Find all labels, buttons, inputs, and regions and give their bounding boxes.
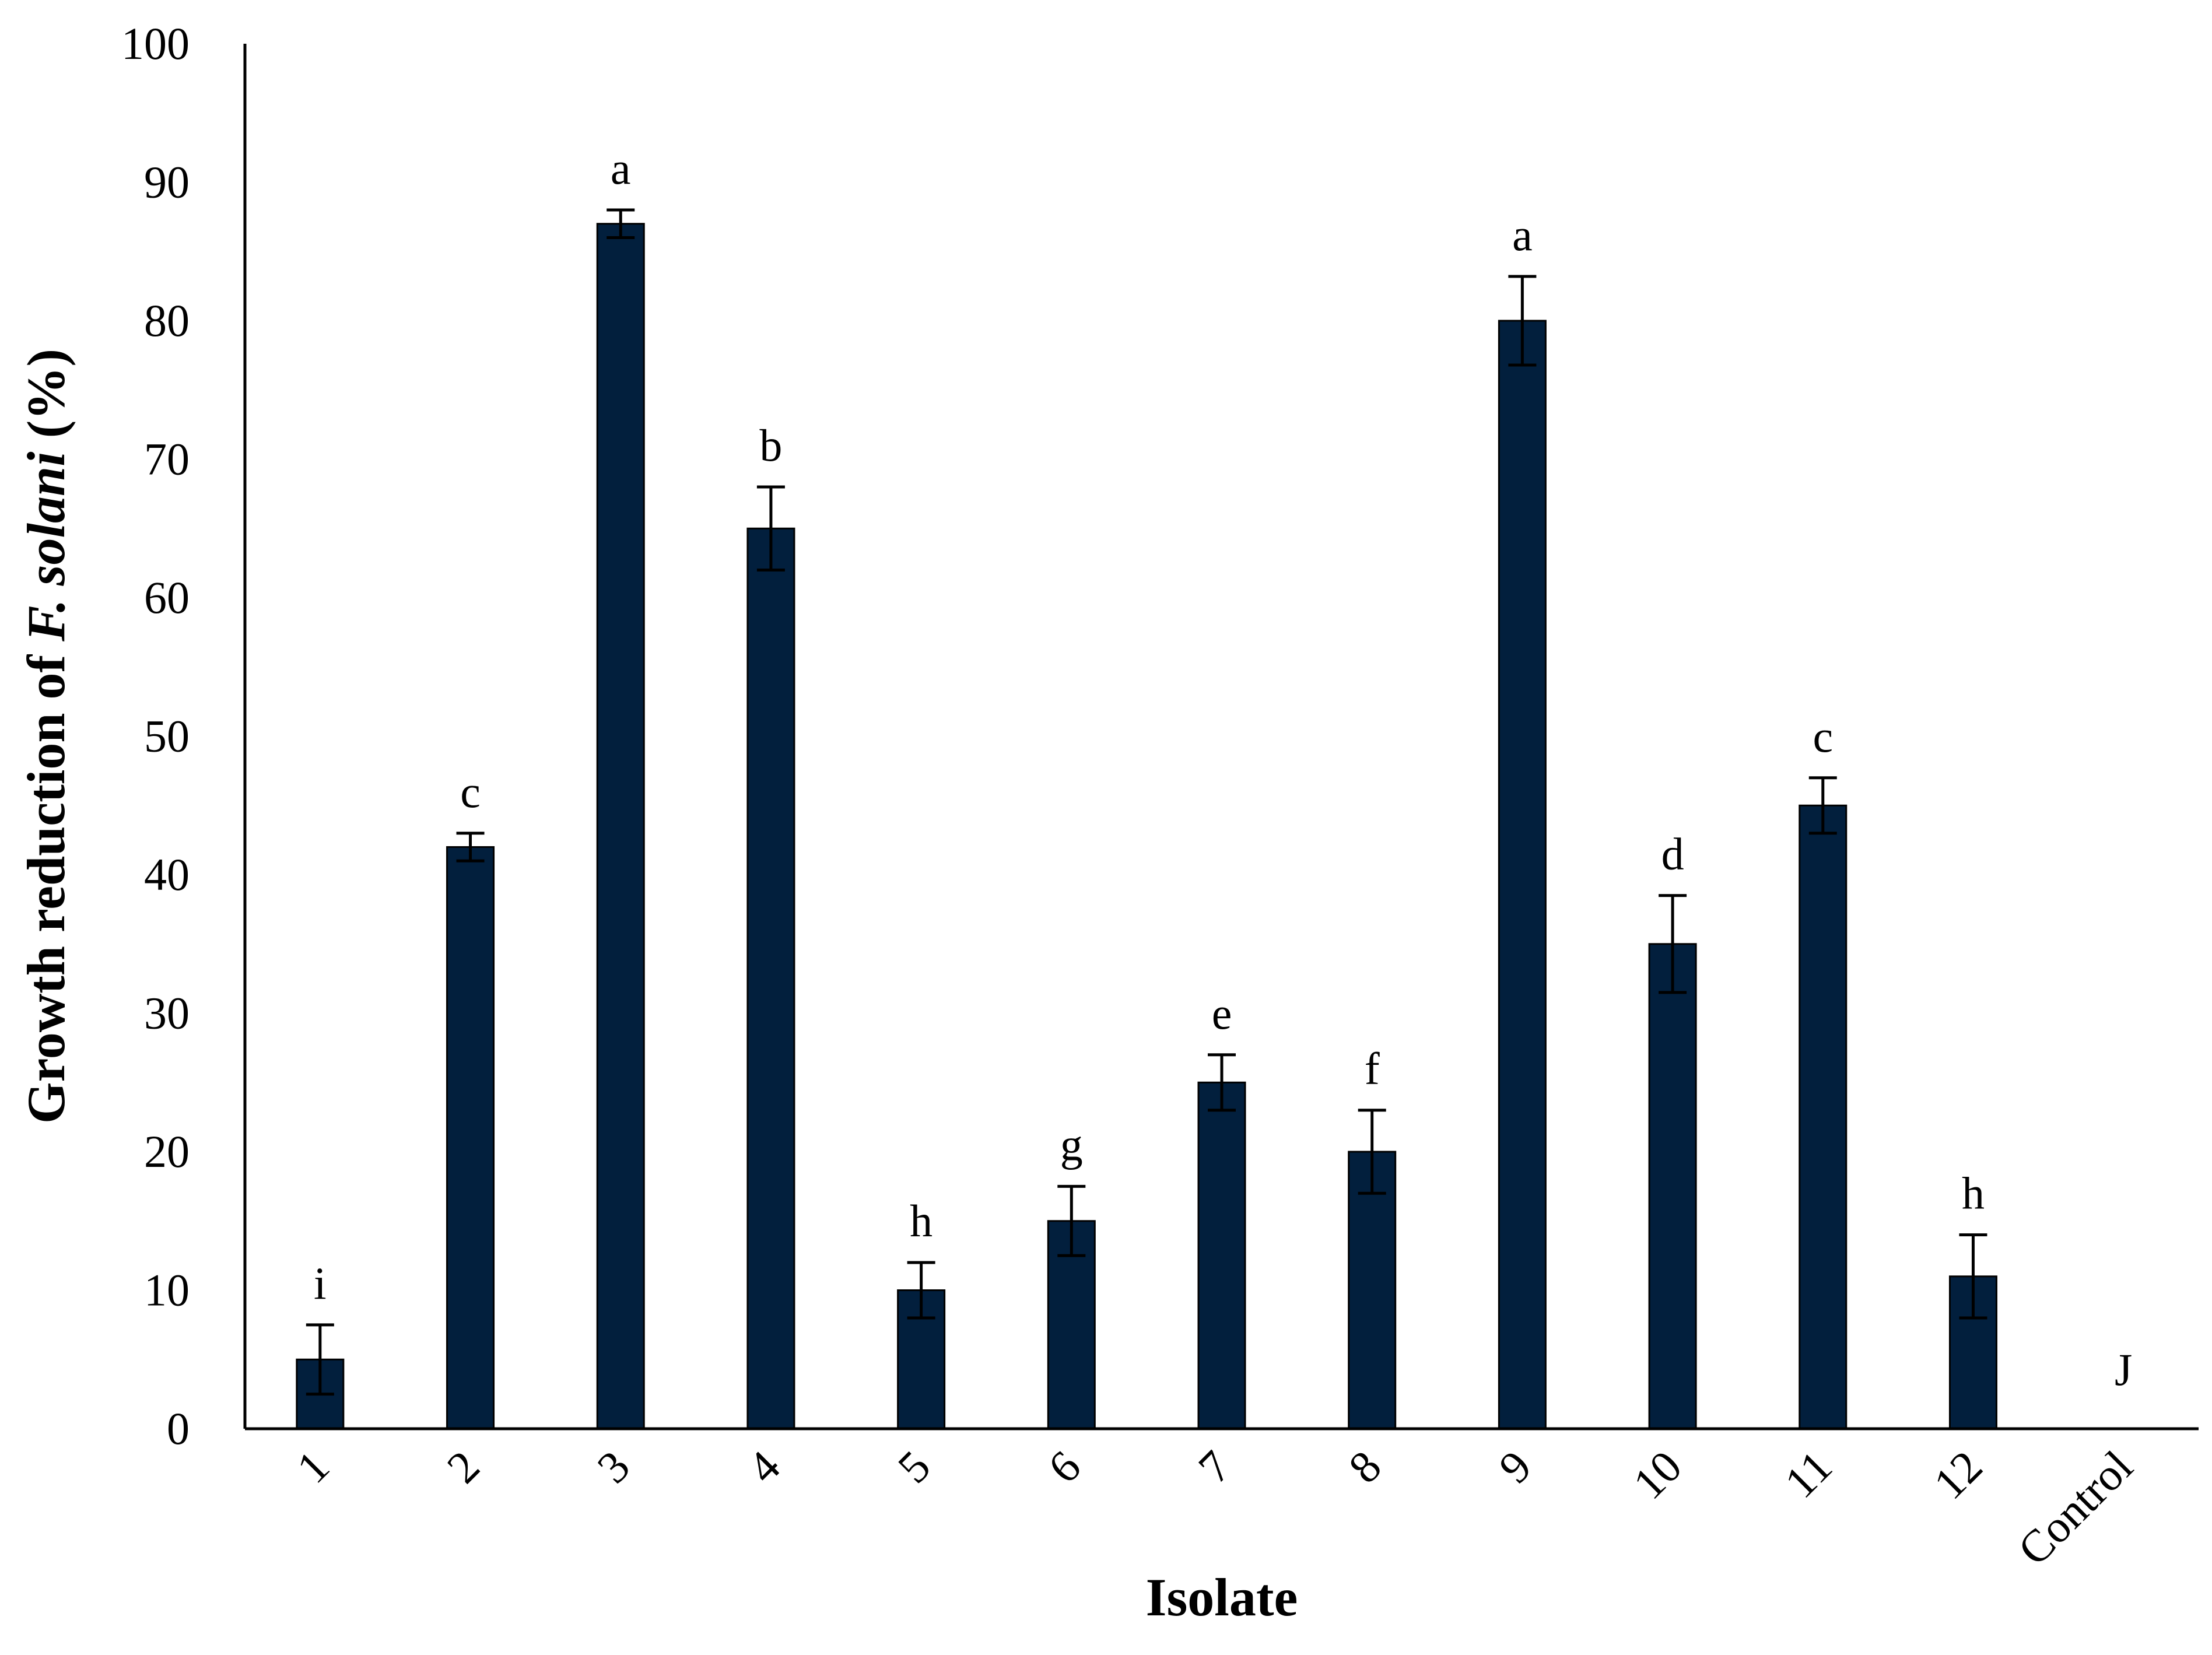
x-axis-ticks: 1 2 3 4 5 6 7 8 9 10 11 12 Control xyxy=(287,1441,2142,1575)
error-bar xyxy=(756,485,785,571)
x-tick-label: 6 xyxy=(1038,1441,1090,1493)
y-tick-label: 60 xyxy=(144,572,190,623)
significance-label: a xyxy=(1512,209,1533,260)
y-axis-ticks: 0 10 20 30 40 50 60 70 80 90 100 xyxy=(121,18,190,1454)
bars xyxy=(296,223,1997,1430)
x-tick-label: 2 xyxy=(437,1441,489,1493)
x-tick-label: 8 xyxy=(1339,1441,1391,1493)
error-bar xyxy=(306,1323,334,1396)
significance-label: J xyxy=(2115,1344,2132,1395)
significance-label: f xyxy=(1365,1043,1380,1094)
significance-label: c xyxy=(460,766,481,817)
significance-label: a xyxy=(611,143,631,194)
y-tick-label: 0 xyxy=(167,1403,190,1454)
significance-label: d xyxy=(1661,829,1684,879)
y-tick-label: 90 xyxy=(144,157,190,208)
x-tick-label: 7 xyxy=(1189,1441,1240,1493)
x-tick-label: 4 xyxy=(738,1441,790,1493)
error-bar xyxy=(1959,1233,1987,1320)
bar xyxy=(1648,943,1697,1430)
x-tick-label: 11 xyxy=(1775,1441,1842,1508)
significance-label: e xyxy=(1212,988,1232,1039)
error-bar xyxy=(607,208,635,239)
x-tick-label: Control xyxy=(2008,1441,2142,1575)
x-tick-label: 10 xyxy=(1623,1441,1691,1509)
x-tick-label: 9 xyxy=(1489,1441,1541,1493)
y-tick-label: 10 xyxy=(144,1265,190,1316)
y-tick-label: 50 xyxy=(144,711,190,762)
y-tick-label: 30 xyxy=(144,988,190,1039)
y-axis-title-species: F. solani xyxy=(16,451,76,642)
x-tick-label: 3 xyxy=(587,1441,639,1493)
significance-labels: i c a b h g e f a d c h J xyxy=(314,143,2132,1395)
bar xyxy=(1799,804,1848,1430)
error-bar xyxy=(1208,1053,1236,1112)
y-tick-label: 20 xyxy=(144,1126,190,1177)
y-axis-title: Growth reduction of F. solani (%) xyxy=(16,349,76,1124)
significance-label: g xyxy=(1060,1119,1083,1170)
y-tick-label: 70 xyxy=(144,434,190,485)
error-bar xyxy=(1659,894,1687,994)
bar xyxy=(596,223,645,1430)
bar xyxy=(1197,1081,1246,1430)
x-axis-title: Isolate xyxy=(1146,1568,1298,1627)
x-tick-label: 1 xyxy=(287,1441,339,1493)
bar xyxy=(446,846,495,1430)
significance-label: h xyxy=(910,1195,933,1246)
x-tick-label: 12 xyxy=(1924,1441,1992,1509)
significance-label: c xyxy=(1813,711,1833,762)
bar xyxy=(1498,320,1547,1430)
bar xyxy=(746,527,795,1430)
error-bar xyxy=(1808,776,1837,835)
significance-label: b xyxy=(759,420,782,471)
bar xyxy=(1348,1151,1397,1430)
error-bar xyxy=(456,832,485,862)
x-tick-label: 5 xyxy=(888,1441,940,1493)
error-bar xyxy=(1057,1184,1086,1257)
error-bar xyxy=(907,1261,935,1320)
y-tick-label: 100 xyxy=(121,18,190,69)
significance-label: i xyxy=(314,1258,327,1309)
y-tick-label: 80 xyxy=(144,295,190,346)
y-axis-title-suffix: (%) xyxy=(16,349,76,451)
y-axis-title-prefix: Growth reduction of xyxy=(16,641,76,1124)
error-bar xyxy=(1358,1109,1386,1195)
y-tick-label: 40 xyxy=(144,849,190,900)
error-bars xyxy=(306,208,1987,1396)
error-bar xyxy=(1508,275,1537,367)
significance-label: h xyxy=(1962,1168,1985,1219)
